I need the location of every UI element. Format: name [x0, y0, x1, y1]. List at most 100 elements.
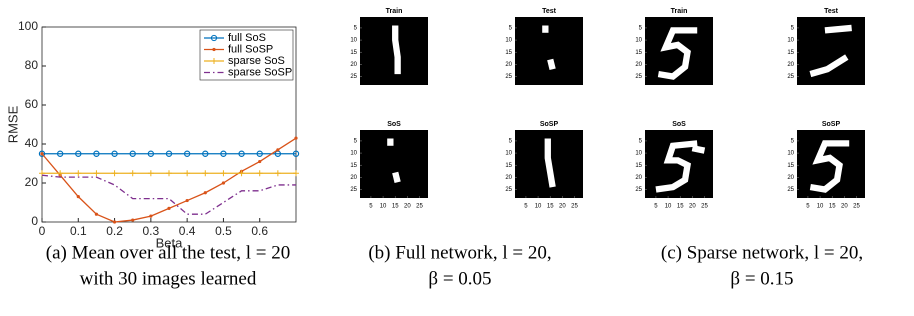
x-tick-label: 5 [806, 204, 810, 210]
marker [222, 181, 225, 184]
y-tick-label: 5 [509, 26, 513, 32]
y-tick-label: 20 [25, 175, 39, 189]
x-tick-label: 0.2 [106, 224, 123, 238]
x-tick-label: 25 [416, 204, 423, 210]
stroke [395, 26, 397, 75]
y-tick-label: 25 [505, 187, 512, 193]
y-tick-label: 10 [350, 38, 357, 44]
x-tick-label: 20 [689, 204, 696, 210]
y-tick-label: 15 [787, 50, 794, 56]
caption: (b) Full network, l = 20, [368, 242, 551, 263]
y-axis-label: RMSE [5, 105, 20, 143]
y-tick-label: 15 [635, 163, 642, 169]
y-tick-label: 5 [354, 139, 358, 145]
y-tick-label: 10 [787, 151, 794, 157]
y-tick-label: 25 [635, 187, 642, 193]
y-tick-label: 25 [505, 74, 512, 80]
stroke [825, 28, 852, 30]
y-tick-label: 25 [350, 187, 357, 193]
caption: (c) Sparse network, l = 20, [661, 242, 863, 263]
subplot-title: Train [386, 8, 403, 15]
y-tick-label: 15 [787, 163, 794, 169]
y-tick-label: 5 [791, 139, 795, 145]
y-tick-label: 10 [635, 38, 642, 44]
x-tick-label: 25 [701, 204, 708, 210]
y-tick-label: 25 [635, 74, 642, 80]
digit [395, 26, 397, 75]
x-tick-label: 10 [380, 204, 387, 210]
marker [167, 207, 170, 210]
y-tick-label: 15 [635, 50, 642, 56]
page: {"chart_data":{"type":"line","xlabel":"B… [0, 0, 914, 316]
x-tick-label: 20 [841, 204, 848, 210]
y-tick-label: 5 [354, 26, 358, 32]
subplot-title: Test [824, 8, 839, 15]
marker [204, 191, 207, 194]
y-tick-label: 80 [25, 58, 39, 72]
caption: β = 0.15 [730, 268, 793, 289]
caption: β = 0.05 [428, 268, 491, 289]
y-tick-label: 10 [787, 38, 794, 44]
y-tick-label: 10 [635, 151, 642, 157]
legend-label: full SoS [228, 32, 266, 44]
y-tick-label: 20 [505, 62, 512, 68]
marker [276, 148, 279, 151]
y-tick-label: 10 [505, 151, 512, 157]
y-tick-label: 100 [18, 19, 38, 33]
x-tick-label: 15 [677, 204, 684, 210]
y-tick-label: 25 [350, 74, 357, 80]
legend-label: sparse SoSP [228, 66, 292, 78]
y-tick-label: 25 [787, 74, 794, 80]
y-tick-label: 20 [635, 62, 642, 68]
subplot-title: SoSP [540, 121, 559, 128]
caption: (a) Mean over all the test, l = 20 [46, 242, 290, 263]
legend-label: full SoSP [228, 43, 273, 55]
y-tick-label: 40 [25, 136, 39, 150]
subplot-title: SoS [387, 121, 401, 128]
subplot-title: SoSP [822, 121, 841, 128]
y-tick-label: 0 [31, 214, 38, 228]
x-tick-label: 15 [829, 204, 836, 210]
x-tick-label: 20 [404, 204, 411, 210]
marker [113, 220, 116, 223]
x-tick-label: 10 [535, 204, 542, 210]
x-tick-label: 0.6 [251, 224, 268, 238]
x-tick-label: 25 [853, 204, 860, 210]
y-tick-label: 20 [505, 175, 512, 181]
marker [95, 213, 98, 216]
y-tick-label: 15 [350, 50, 357, 56]
marker [77, 195, 80, 198]
y-tick-label: 5 [639, 26, 643, 32]
x-tick-label: 15 [547, 204, 554, 210]
x-tick-label: 20 [559, 204, 566, 210]
marker [294, 137, 297, 140]
y-tick-label: 25 [787, 187, 794, 193]
x-tick-label: 10 [817, 204, 824, 210]
stroke [550, 60, 552, 70]
y-tick-label: 20 [635, 175, 642, 181]
subplot-title: Train [671, 8, 688, 15]
y-tick-label: 5 [791, 26, 795, 32]
x-tick-label: 25 [571, 204, 578, 210]
marker [186, 199, 189, 202]
y-tick-label: 20 [787, 175, 794, 181]
marker [131, 218, 134, 221]
stroke [395, 173, 397, 183]
marker [149, 215, 152, 218]
image [360, 130, 428, 198]
y-tick-label: 60 [25, 97, 39, 111]
marker [258, 160, 261, 163]
x-tick-label: 5 [654, 204, 658, 210]
y-tick-label: 15 [505, 163, 512, 169]
x-tick-label: 5 [369, 204, 373, 210]
y-tick-label: 10 [350, 151, 357, 157]
x-tick-label: 0.1 [70, 224, 87, 238]
x-tick-label: 0.5 [215, 224, 232, 238]
x-tick-label: 5 [524, 204, 528, 210]
marker [40, 152, 43, 155]
y-tick-label: 5 [639, 139, 643, 145]
y-tick-label: 15 [505, 50, 512, 56]
x-tick-label: 10 [665, 204, 672, 210]
image [515, 17, 583, 85]
legend-marker [212, 48, 215, 51]
